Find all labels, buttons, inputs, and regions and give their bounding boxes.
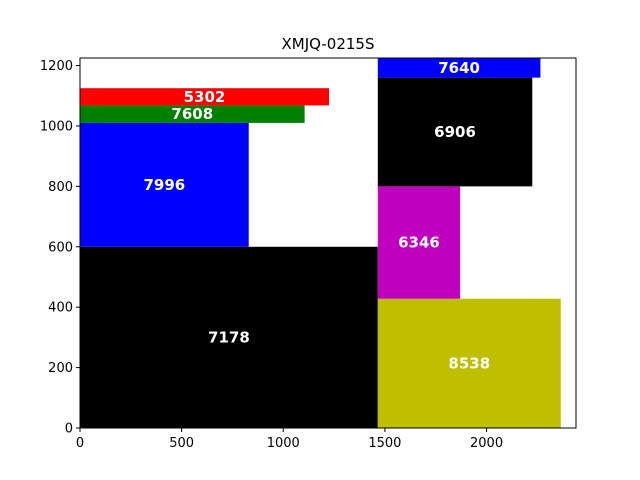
data-label-6906: 6906 bbox=[434, 123, 476, 141]
data-label-7178: 7178 bbox=[208, 328, 250, 346]
x-tick-label: 2000 bbox=[470, 436, 503, 451]
treemap-rect-7996 bbox=[80, 122, 249, 247]
axes-layer: 0 500 1000 1500 2000 0 200 400 600 800 1000 1200 bbox=[40, 59, 503, 451]
x-tick-label: 0 bbox=[76, 436, 84, 451]
data-label-8538: 8538 bbox=[448, 354, 490, 372]
data-label-7996: 7996 bbox=[143, 176, 185, 194]
y-tick-label: 600 bbox=[48, 240, 73, 255]
data-label-6346: 6346 bbox=[398, 234, 440, 252]
plot-frame bbox=[79, 57, 577, 429]
treemap-rect-7608 bbox=[80, 105, 305, 123]
y-tick-label: 200 bbox=[48, 361, 73, 376]
y-tick-label: 0 bbox=[65, 422, 73, 437]
x-tick-label: 1500 bbox=[368, 436, 401, 451]
data-label-7640: 7640 bbox=[438, 59, 480, 77]
y-tick-label: 800 bbox=[48, 180, 73, 195]
data-label-5302: 5302 bbox=[184, 88, 226, 106]
x-tick-label: 1000 bbox=[267, 436, 300, 451]
treemap-rect-6906 bbox=[377, 77, 533, 187]
x-tick-label: 500 bbox=[169, 436, 194, 451]
treemap-rect-5302 bbox=[80, 88, 330, 106]
treemap-rect-8538 bbox=[377, 298, 561, 428]
y-tick-label: 1200 bbox=[40, 59, 73, 74]
treemap-rect-6346 bbox=[377, 186, 461, 299]
treemap-rect-7178 bbox=[80, 246, 378, 428]
y-tick-label: 400 bbox=[48, 301, 73, 316]
treemap-rect-7640 bbox=[377, 58, 541, 78]
y-tick-label: 1000 bbox=[40, 119, 73, 134]
chart-title: XMJQ-0215S bbox=[282, 35, 375, 53]
data-label-7608: 7608 bbox=[171, 105, 213, 123]
